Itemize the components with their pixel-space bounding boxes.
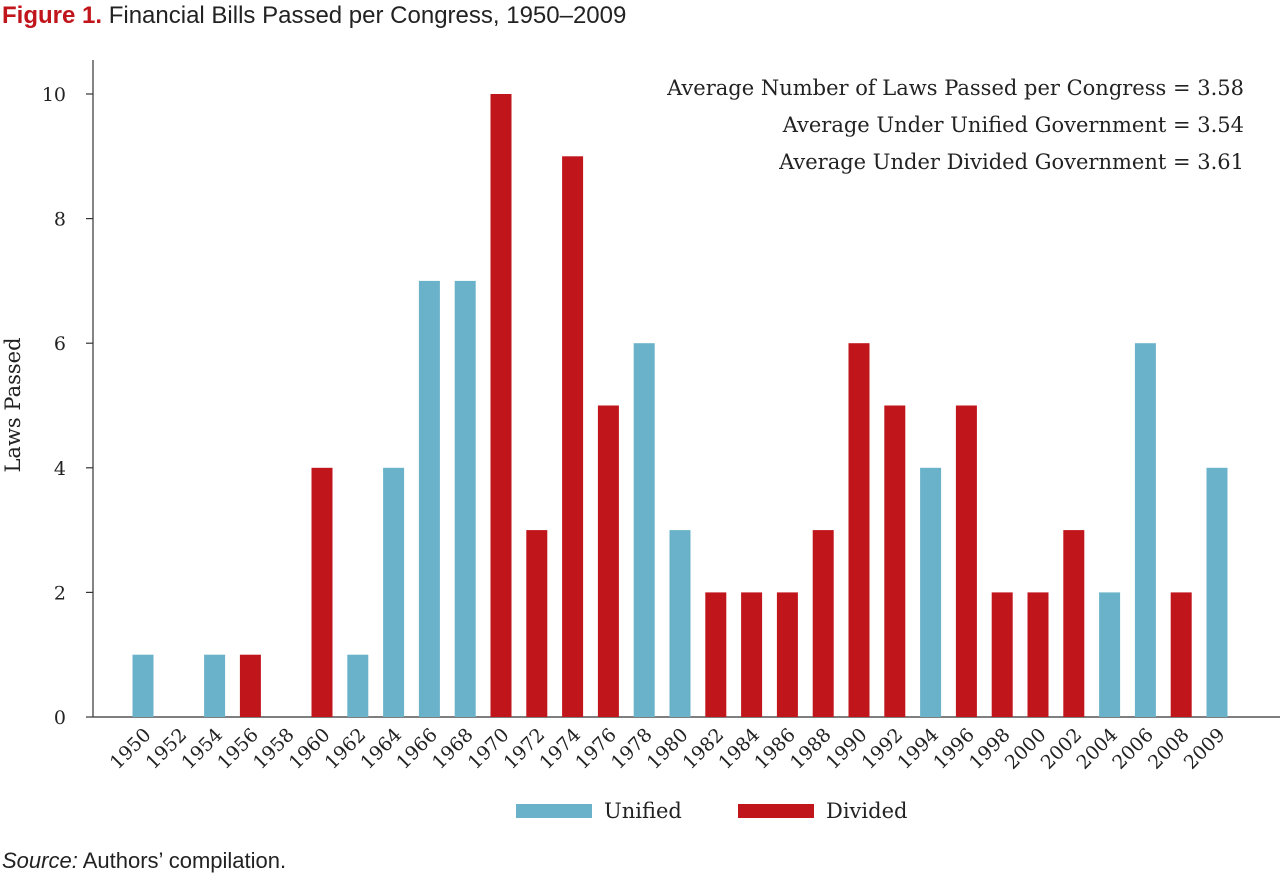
x-tick-label: 1980: [643, 724, 693, 774]
x-tick-label: 1990: [822, 724, 872, 774]
bar-1978: [633, 343, 655, 717]
x-tick-label: 2002: [1037, 724, 1087, 774]
bar-1994: [920, 467, 942, 717]
average-annotation: Average Under Divided Government = 3.61: [778, 150, 1244, 174]
bar-2002: [1063, 530, 1085, 717]
x-tick-label: 1986: [750, 724, 800, 774]
y-tick-label: 10: [42, 84, 66, 106]
bar-1956: [239, 654, 261, 717]
bar-1992: [884, 405, 906, 717]
bar-1980: [669, 530, 691, 717]
x-tick-label: 1996: [929, 724, 979, 774]
x-tick-label: 2004: [1072, 724, 1122, 774]
figure-title: Figure 1. Financial Bills Passed per Con…: [2, 2, 626, 30]
x-tick-label: 1968: [428, 724, 478, 774]
bar-1968: [454, 280, 476, 717]
x-tick-label: 1976: [571, 724, 621, 774]
x-tick-label: 2008: [1144, 724, 1194, 774]
bar-1964: [383, 467, 405, 717]
y-tick-label: 8: [54, 209, 66, 231]
bar-1950: [132, 654, 154, 717]
figure-title-text: Financial Bills Passed per Congress, 195…: [108, 2, 627, 29]
bar-1972: [526, 530, 548, 717]
bar-1996: [955, 405, 977, 717]
bar-1990: [848, 343, 870, 717]
bar-1962: [347, 654, 369, 717]
legend-swatch-divided: [738, 804, 814, 818]
bar-2008: [1170, 592, 1192, 717]
x-tick-label: 1998: [965, 724, 1015, 774]
bar-2004: [1099, 592, 1121, 717]
average-annotation: Average Number of Laws Passed per Congre…: [666, 76, 1244, 100]
bar-1970: [490, 94, 512, 717]
x-tick-label: 1994: [893, 724, 943, 774]
x-tick-label: 1958: [249, 724, 299, 774]
bar-2000: [1027, 592, 1049, 717]
x-tick-label: 1962: [321, 724, 371, 774]
bar-1960: [311, 467, 333, 717]
x-tick-label: 1974: [535, 724, 585, 774]
y-tick-label: 4: [54, 458, 66, 480]
bar-1988: [812, 530, 834, 717]
y-axis-label: Laws Passed: [1, 337, 25, 472]
x-tick-label: 1988: [786, 724, 836, 774]
x-tick-label: 1960: [285, 724, 335, 774]
x-tick-label: 1954: [177, 724, 227, 774]
source-label: Source:: [2, 848, 78, 873]
bar-1976: [597, 405, 619, 717]
x-tick-label: 1952: [142, 724, 192, 774]
x-tick-label: 2000: [1001, 724, 1051, 774]
bar-1982: [705, 592, 727, 717]
bar-1986: [776, 592, 798, 717]
bar-1998: [991, 592, 1013, 717]
bar-2009: [1206, 467, 1228, 717]
x-tick-label: 1950: [106, 724, 156, 774]
bar-2006: [1134, 343, 1156, 717]
bar-1966: [418, 280, 440, 717]
average-annotation: Average Under Unified Government = 3.54: [782, 113, 1244, 137]
x-tick-label: 1966: [392, 724, 442, 774]
legend-label-unified: Unified: [604, 799, 682, 823]
legend-label-divided: Divided: [826, 799, 907, 823]
y-tick-label: 0: [54, 707, 66, 729]
x-tick-label: 1972: [500, 724, 550, 774]
x-tick-label: 1956: [213, 724, 263, 774]
source-text: Authors’ compilation.: [82, 848, 287, 873]
figure-number: Figure 1.: [2, 2, 103, 29]
bar-1984: [741, 592, 763, 717]
y-tick-label: 6: [54, 333, 66, 355]
bar-1974: [562, 156, 584, 718]
y-tick-label: 2: [54, 582, 66, 604]
bar-1954: [204, 654, 226, 717]
x-tick-label: 1964: [356, 724, 406, 774]
x-tick-label: 1984: [714, 724, 764, 774]
legend-swatch-unified: [516, 804, 592, 818]
source-note: Source: Authors’ compilation.: [2, 848, 286, 874]
x-tick-label: 1982: [679, 724, 729, 774]
x-tick-label: 2009: [1180, 724, 1230, 774]
x-tick-label: 1978: [607, 724, 657, 774]
x-tick-label: 2006: [1108, 724, 1158, 774]
x-tick-label: 1992: [858, 724, 908, 774]
x-tick-label: 1970: [464, 724, 514, 774]
